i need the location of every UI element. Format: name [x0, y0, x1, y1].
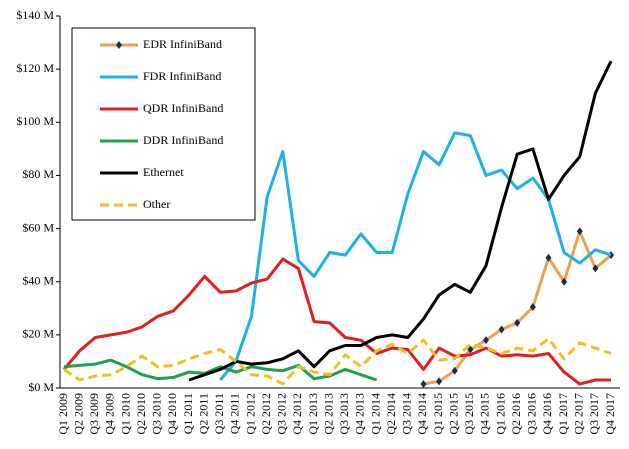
y-tick-label: $80 M: [22, 167, 54, 181]
legend-label: EDR InfiniBand: [143, 37, 222, 51]
x-tick-label: Q1 2015: [431, 393, 445, 435]
legend-label: FDR InfiniBand: [143, 69, 221, 83]
x-tick-label: Q2 2010: [134, 393, 148, 435]
marker: [592, 264, 599, 273]
x-tick-label: Q2 2014: [384, 393, 398, 435]
x-tick-label: Q2 2013: [321, 393, 335, 435]
x-tick-label: Q3 2013: [337, 393, 351, 435]
x-tick-label: Q2 2015: [446, 393, 460, 435]
y-tick-label: $40 M: [22, 273, 54, 287]
x-tick-label: Q2 2011: [196, 393, 210, 434]
x-tick-label: Q1 2013: [306, 393, 320, 435]
y-tick-label: $100 M: [16, 114, 54, 128]
marker: [576, 227, 583, 236]
legend-marker: [116, 41, 122, 49]
x-tick-label: Q4 2011: [228, 393, 242, 434]
legend-label: QDR InfiniBand: [143, 101, 223, 115]
x-tick-label: Q4 2016: [540, 393, 554, 435]
series-line: [63, 337, 612, 386]
x-tick-label: Q3 2014: [400, 393, 414, 435]
x-tick-label: Q1 2016: [493, 393, 507, 435]
marker: [436, 377, 443, 386]
legend-label: DDR InfiniBand: [143, 133, 223, 147]
x-tick-label: Q4 2010: [165, 393, 179, 435]
y-tick-label: $120 M: [16, 61, 54, 75]
x-tick-label: Q1 2009: [56, 393, 70, 435]
x-tick-label: Q4 2014: [415, 393, 429, 435]
x-tick-label: Q3 2016: [525, 393, 539, 435]
x-tick-label: Q1 2010: [118, 393, 132, 435]
marker: [545, 253, 552, 262]
x-tick-label: Q3 2017: [587, 393, 601, 435]
legend-frame: [71, 27, 256, 221]
x-tick-label: Q4 2017: [603, 393, 617, 435]
x-tick-label: Q4 2015: [478, 393, 492, 435]
x-tick-label: Q4 2012: [290, 393, 304, 435]
x-tick-label: Q2 2012: [259, 393, 273, 435]
series-line: [62, 257, 611, 386]
marker: [529, 302, 536, 311]
y-tick-label: $140 M: [16, 8, 54, 22]
marker: [561, 277, 568, 286]
x-tick-label: Q2 2016: [509, 393, 523, 435]
marker: [514, 318, 521, 327]
series-line: [188, 60, 613, 382]
x-tick-label: Q1 2011: [181, 393, 195, 434]
x-tick-label: Q2 2017: [571, 393, 585, 435]
y-tick-label: $20 M: [22, 327, 54, 341]
x-tick-label: Q3 2012: [275, 393, 289, 435]
y-tick-label: $60 M: [22, 220, 54, 234]
x-tick-label: Q3 2011: [212, 393, 226, 434]
legend-label: Ethernet: [143, 165, 184, 179]
x-tick-label: Q1 2014: [368, 393, 382, 435]
marker: [482, 336, 489, 345]
y-tick-label: $0 M: [28, 380, 54, 394]
series-line: [63, 358, 378, 382]
x-tick-label: Q3 2015: [462, 393, 476, 435]
legend-label: Other: [143, 197, 170, 211]
x-tick-label: Q4 2009: [103, 393, 117, 435]
marker: [451, 366, 458, 375]
x-tick-label: Q3 2010: [150, 393, 164, 435]
marker: [420, 380, 427, 389]
x-tick-label: Q2 2009: [71, 393, 85, 435]
x-tick-label: Q1 2017: [556, 393, 570, 435]
marker: [498, 325, 505, 334]
x-tick-label: Q4 2013: [353, 393, 367, 435]
x-tick-label: Q1 2012: [243, 393, 257, 435]
x-tick-label: Q3 2009: [87, 393, 101, 435]
